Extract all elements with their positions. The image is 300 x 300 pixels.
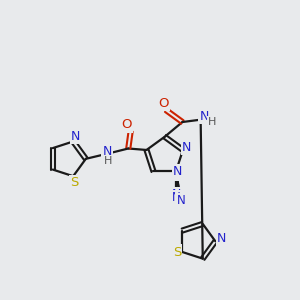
Text: N: N: [173, 167, 182, 180]
Text: N: N: [182, 141, 191, 154]
Text: O: O: [121, 118, 131, 131]
Text: O: O: [159, 97, 169, 110]
Text: S: S: [173, 245, 181, 259]
Text: H: H: [103, 156, 112, 166]
Text: N: N: [172, 190, 180, 203]
Text: N: N: [71, 130, 80, 143]
Text: N: N: [102, 145, 112, 158]
Text: N: N: [171, 188, 181, 200]
Text: N: N: [177, 194, 185, 207]
Text: S: S: [70, 176, 79, 189]
Text: N: N: [217, 232, 226, 245]
Text: H: H: [208, 117, 216, 127]
Text: N: N: [173, 165, 182, 178]
Text: N: N: [200, 110, 209, 123]
Text: N: N: [176, 194, 185, 207]
